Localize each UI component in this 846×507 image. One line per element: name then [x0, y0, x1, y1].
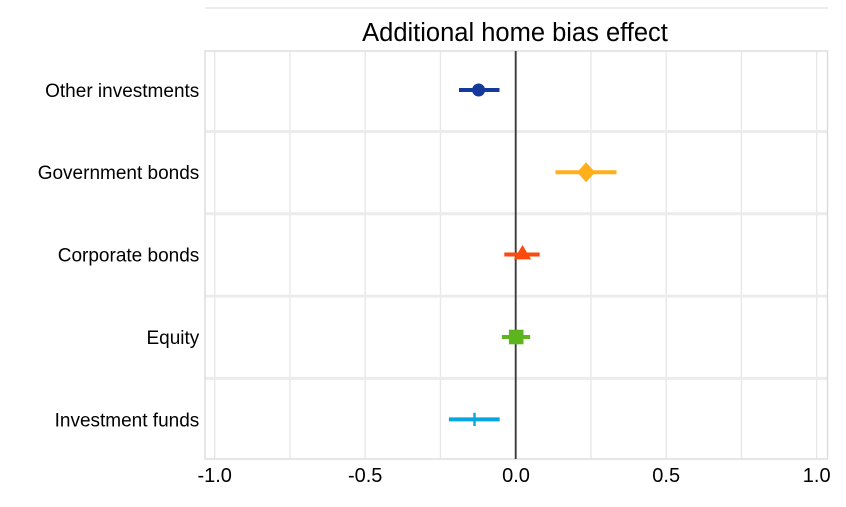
svg-text:Other investments: Other investments	[45, 81, 199, 102]
svg-text:-0.5: -0.5	[348, 465, 382, 487]
svg-text:0.0: 0.0	[502, 465, 530, 487]
svg-text:Corporate bonds: Corporate bonds	[58, 246, 200, 267]
svg-text:Equity: Equity	[146, 328, 199, 349]
svg-text:Government bonds: Government bonds	[38, 163, 200, 184]
svg-text:0.5: 0.5	[652, 465, 680, 487]
svg-text:-1.0: -1.0	[197, 465, 231, 487]
svg-text:Additional home bias effect: Additional home bias effect	[362, 19, 668, 47]
svg-text:Investment funds: Investment funds	[55, 410, 200, 431]
svg-text:1.0: 1.0	[803, 465, 831, 487]
